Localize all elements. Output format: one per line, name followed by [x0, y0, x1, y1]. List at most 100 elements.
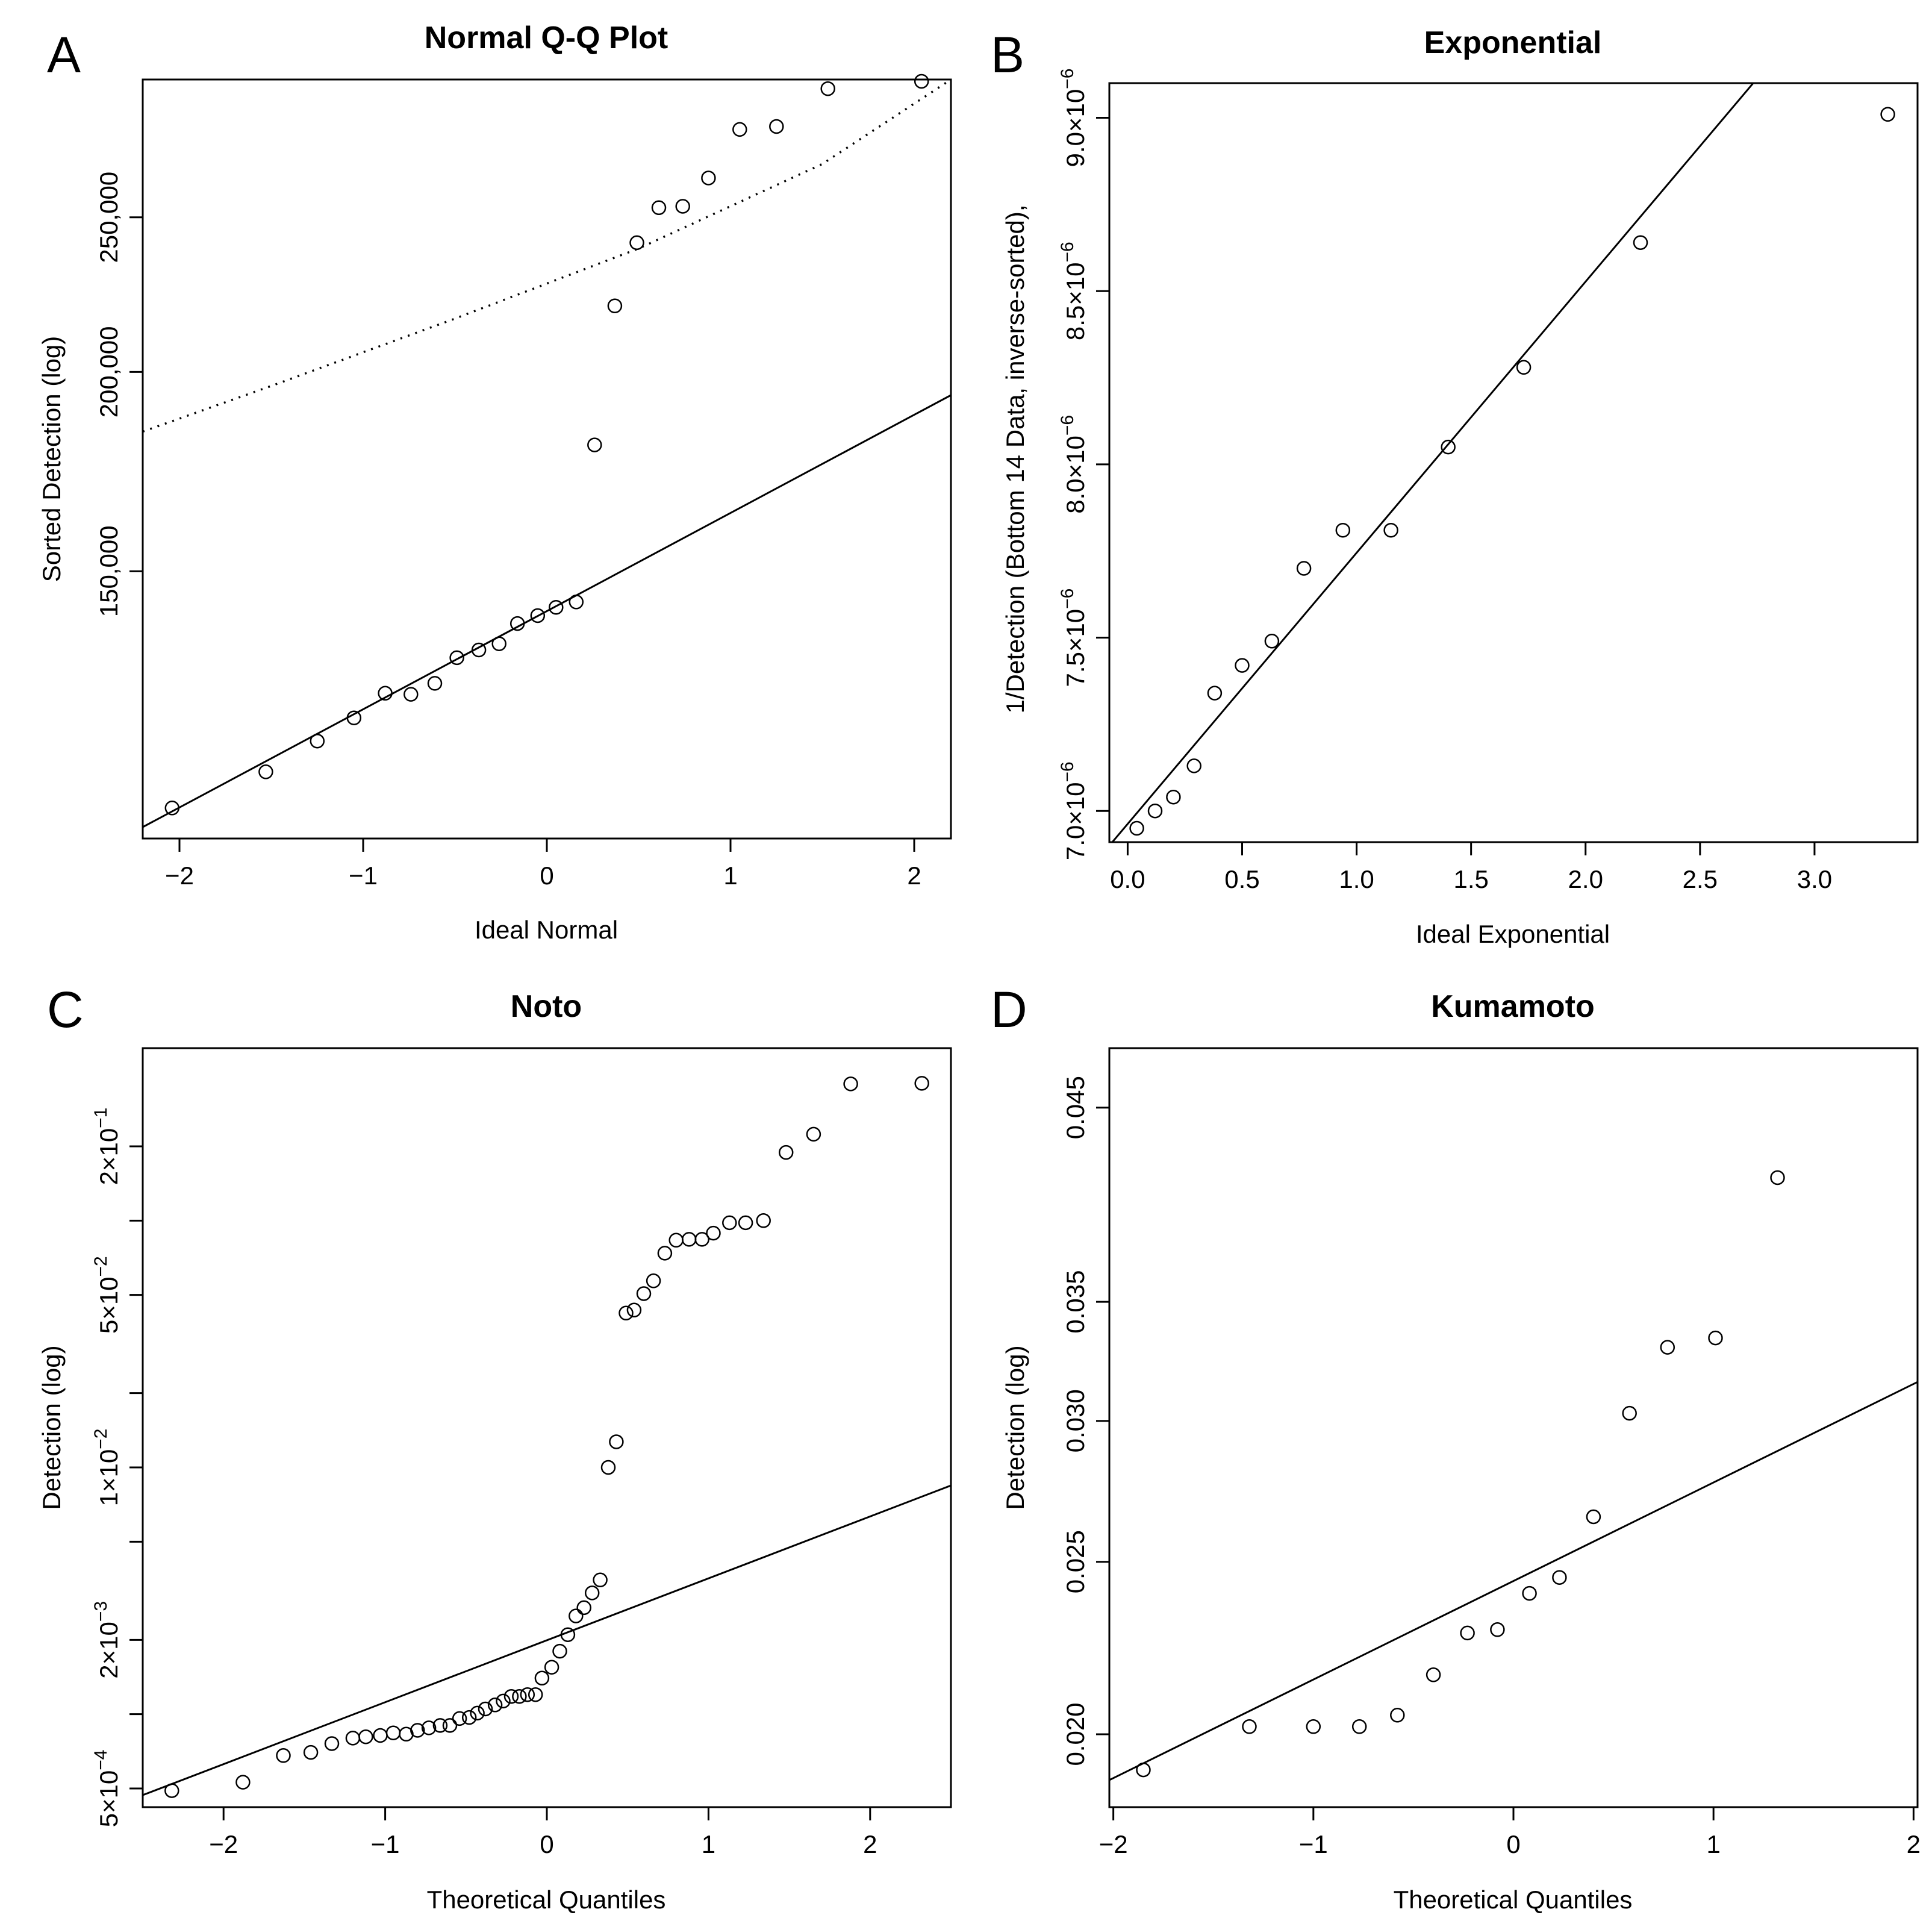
panel-a-data-point	[676, 200, 690, 213]
panel-c-data-point	[707, 1226, 720, 1240]
panel-c-reference-line-solid	[143, 1485, 951, 1795]
panel-a-data-point	[652, 201, 665, 214]
panel-a-data-point	[631, 236, 644, 249]
panel-a-data-point	[608, 299, 622, 313]
panel-c-data-point	[779, 1146, 793, 1159]
panel-d-data-point	[1587, 1510, 1600, 1523]
panel-d-x-tick-label: −1	[1299, 1830, 1328, 1858]
panel-b-data-point	[1236, 659, 1249, 672]
panel-d-y-tick-label: 0.045	[1061, 1076, 1089, 1139]
panel-b-data-point	[1385, 523, 1398, 537]
panel-b-y-tick-label: 8.5×10−6	[1058, 242, 1089, 340]
panel-c-y-tick-label: 1×10−2	[91, 1429, 123, 1507]
panel-a-data-point	[588, 439, 601, 452]
panel-c-data-point	[658, 1246, 672, 1260]
panel-a-x-tick-label: −2	[165, 861, 194, 890]
panel-d-y-tick-label: 0.035	[1061, 1270, 1089, 1334]
panel-c-data-point	[505, 1690, 518, 1703]
panel-c-y-tick-label: 5×10−4	[91, 1750, 123, 1828]
panel-c: C Noto Theoretical Quantiles Detection (…	[37, 981, 951, 1914]
panel-d-x-tick-label: 1	[1706, 1830, 1720, 1858]
panel-c-data-point	[387, 1726, 400, 1740]
panel-c-data-point	[346, 1731, 360, 1745]
panel-c-data-point	[739, 1216, 752, 1229]
panel-b-x-tick-label: 2.0	[1568, 865, 1603, 893]
panel-c-data-point	[620, 1307, 633, 1320]
panel-c-data-point	[757, 1214, 770, 1227]
panel-a-reference-line-dotted	[143, 80, 951, 432]
panel-letter-b: B	[991, 27, 1024, 83]
panel-c-data-point	[609, 1435, 623, 1449]
panel-d-data-point	[1427, 1668, 1440, 1681]
panel-b-data-point	[1167, 790, 1180, 804]
panel-a: A Normal Q-Q Plot Ideal Normal Sorted De…	[37, 20, 951, 944]
panel-a-x-axis-label: Ideal Normal	[475, 916, 618, 944]
panel-b-plot-area	[1109, 83, 1918, 842]
panel-b-data-point	[1148, 804, 1162, 817]
panel-a-data-point	[428, 676, 441, 690]
panel-c-data-point	[535, 1672, 549, 1685]
panel-a-reference-line-solid	[143, 395, 951, 827]
panel-d-reference-line-solid	[1109, 1382, 1918, 1780]
panel-b-x-tick-label: 1.0	[1339, 865, 1374, 893]
panel-c-y-axis-label: Detection (log)	[37, 1345, 66, 1510]
panel-d-title: Kumamoto	[1431, 989, 1595, 1024]
panel-d-data-point	[1461, 1626, 1474, 1640]
panel-a-x-tick-label: 2	[907, 861, 921, 890]
panel-c-data-point	[359, 1730, 372, 1743]
panel-b-data-point	[1442, 440, 1455, 454]
panel-b-data-point	[1188, 759, 1201, 772]
panel-d-data-point	[1307, 1720, 1320, 1733]
panel-c-title: Noto	[511, 989, 582, 1024]
panel-a-data-point	[493, 637, 506, 651]
panel-c-data-point	[553, 1645, 567, 1658]
panel-letter-c: C	[47, 981, 84, 1038]
panel-b-y-tick-label: 7.0×10−6	[1058, 761, 1089, 860]
panel-d: D Kumamoto Theoretical Quantiles Detecti…	[991, 981, 1921, 1914]
panel-d-data-point	[1491, 1623, 1504, 1636]
panel-c-x-tick-label: −1	[371, 1830, 400, 1858]
panel-c-data-point	[236, 1776, 249, 1789]
panel-b-x-tick-label: 1.5	[1453, 865, 1488, 893]
panel-c-data-point	[497, 1695, 510, 1708]
panel-c-data-point	[521, 1688, 534, 1701]
panel-c-data-point	[569, 1610, 582, 1623]
panel-d-data-point	[1771, 1171, 1784, 1184]
panel-d-data-point	[1391, 1708, 1404, 1722]
panel-c-data-point	[682, 1232, 696, 1246]
panel-d-x-tick-label: 2	[1907, 1830, 1921, 1858]
panel-a-data-point	[570, 595, 583, 608]
panel-c-data-point	[277, 1749, 290, 1762]
panel-c-data-point	[915, 1076, 929, 1090]
panel-letter-a: A	[47, 27, 81, 83]
panel-a-data-point	[733, 123, 746, 136]
panel-a-data-point	[404, 688, 417, 701]
panel-d-data-point	[1523, 1587, 1536, 1600]
panel-d-x-tick-label: −2	[1099, 1830, 1128, 1858]
panel-b-data-point	[1297, 562, 1310, 575]
panel-d-x-axis-label: Theoretical Quantiles	[1394, 1885, 1633, 1914]
panel-c-data-point	[844, 1077, 858, 1090]
panel-c-x-tick-label: 2	[863, 1830, 877, 1858]
panel-a-data-point	[821, 82, 835, 95]
panel-c-data-point	[637, 1287, 650, 1301]
panel-letter-d: D	[991, 981, 1027, 1038]
panel-d-plot-area	[1109, 1048, 1918, 1807]
panel-a-y-axis-label: Sorted Detection (log)	[37, 336, 66, 583]
panel-a-y-tick-label: 250,000	[95, 172, 123, 263]
panel-c-data-point	[165, 1784, 178, 1798]
panel-b-data-point	[1881, 108, 1895, 121]
panel-c-x-tick-label: 0	[540, 1830, 553, 1858]
panel-a-y-tick-label: 150,000	[95, 525, 123, 617]
panel-b-y-tick-label: 9.0×10−6	[1058, 69, 1089, 167]
panel-a-data-point	[311, 734, 324, 748]
panel-b-x-tick-label: 0.0	[1110, 865, 1145, 893]
panel-a-x-tick-label: 0	[540, 861, 553, 890]
panel-a-x-tick-label: −1	[349, 861, 378, 890]
panel-a-data-point	[702, 172, 715, 185]
panel-c-data-point	[463, 1711, 476, 1724]
panel-a-y-tick-label: 200,000	[95, 326, 123, 418]
panel-d-data-point	[1243, 1720, 1256, 1733]
panel-b-x-axis-label: Ideal Exponential	[1416, 920, 1610, 948]
panel-a-data-point	[770, 120, 783, 133]
